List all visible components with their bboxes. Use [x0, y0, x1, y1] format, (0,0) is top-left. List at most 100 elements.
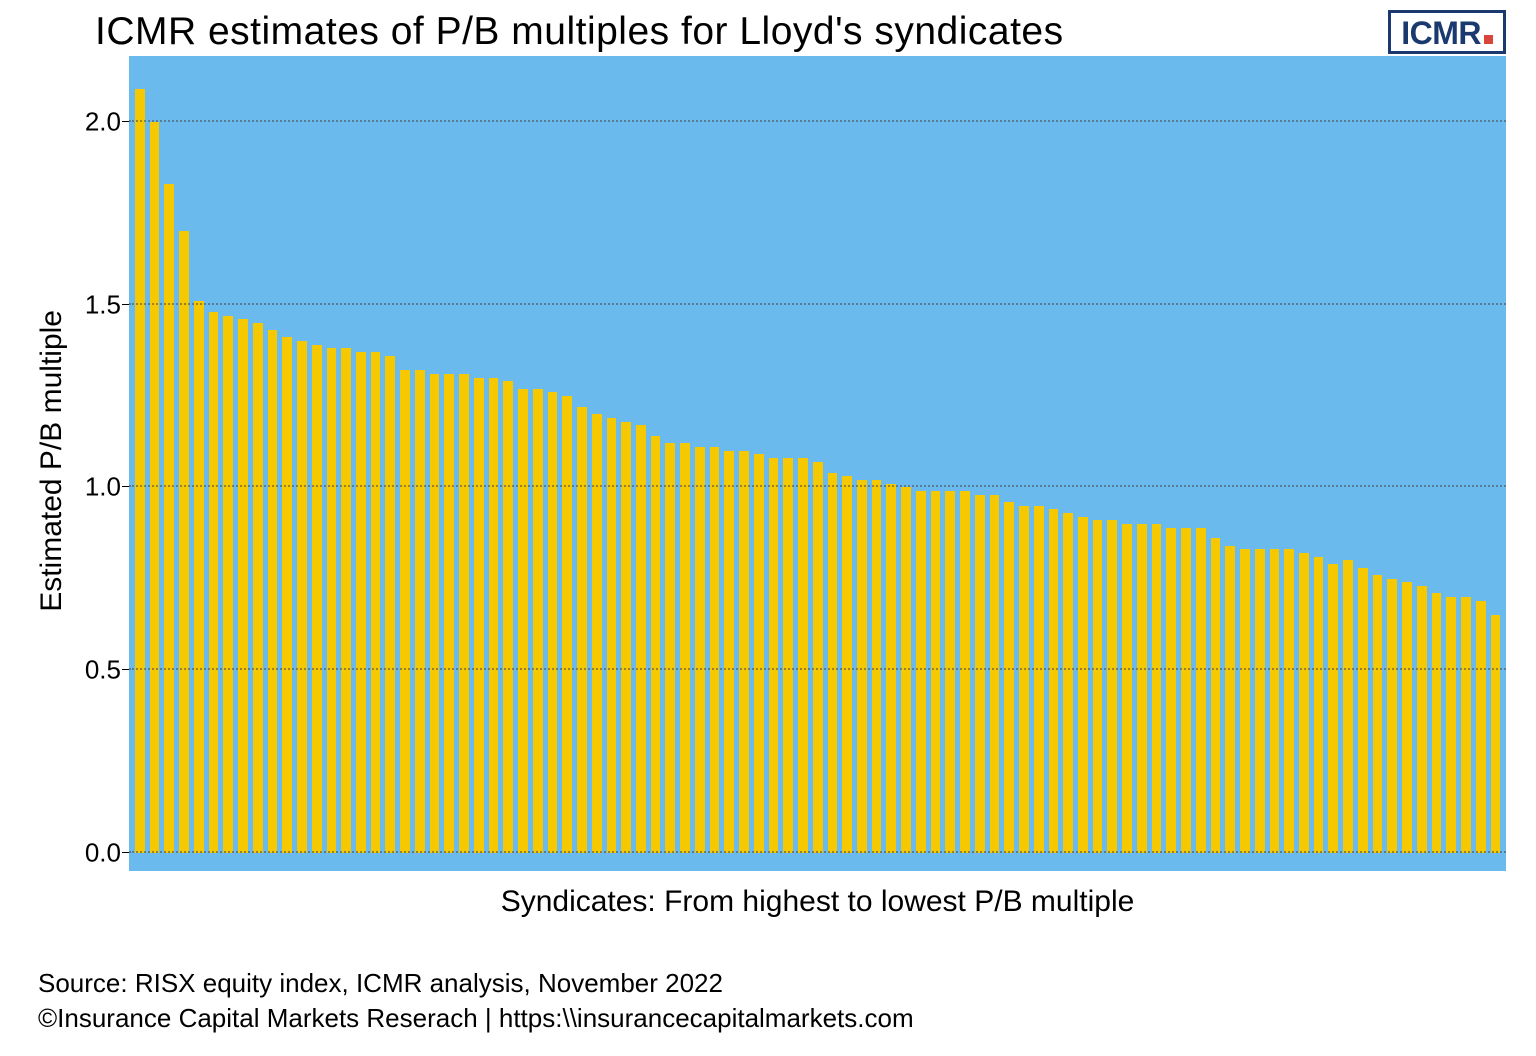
bar — [503, 381, 513, 853]
bar — [1225, 546, 1235, 853]
bar — [1211, 538, 1221, 852]
y-tick — [122, 669, 129, 670]
bar — [1284, 549, 1294, 852]
y-tick — [122, 121, 129, 122]
bar — [1049, 509, 1059, 853]
footer-copyright: ©Insurance Capital Markets Reserach | ht… — [38, 1001, 1506, 1036]
bar — [651, 436, 661, 853]
bar — [665, 443, 675, 852]
bar — [1152, 524, 1162, 853]
bar — [164, 184, 174, 853]
bar — [209, 312, 219, 853]
bar — [179, 231, 189, 852]
bar — [1093, 520, 1103, 853]
bar — [990, 495, 1000, 853]
bar — [1491, 615, 1501, 853]
chart-container: ICMR estimates of P/B multiples for Lloy… — [0, 0, 1536, 1056]
bar — [194, 301, 204, 853]
bar — [1343, 560, 1353, 852]
grid-line — [129, 485, 1506, 487]
y-tick — [122, 304, 129, 305]
y-tick-label: 0.0 — [85, 837, 121, 868]
bar — [400, 370, 410, 852]
bar — [327, 348, 337, 852]
bar — [828, 473, 838, 853]
footer: Source: RISX equity index, ICMR analysis… — [30, 966, 1506, 1036]
bar — [1019, 506, 1029, 853]
bar — [739, 451, 749, 853]
bar — [135, 89, 145, 853]
bars-group — [129, 56, 1506, 871]
bar — [533, 389, 543, 853]
x-axis-title: Syndicates: From highest to lowest P/B m… — [129, 871, 1506, 926]
bar — [960, 491, 970, 853]
bar — [842, 476, 852, 852]
bar — [474, 378, 484, 853]
bar — [1122, 524, 1132, 853]
y-tick — [122, 852, 129, 853]
bar — [341, 348, 351, 852]
y-tick-label: 1.5 — [85, 289, 121, 320]
bar — [356, 352, 366, 853]
bar — [783, 458, 793, 853]
bar — [1432, 593, 1442, 853]
bar — [975, 495, 985, 853]
bar — [724, 451, 734, 853]
bar — [695, 447, 705, 853]
bar — [607, 418, 617, 853]
bar — [385, 356, 395, 853]
bar — [562, 396, 572, 853]
y-axis-title: Estimated P/B multiple — [30, 310, 74, 612]
bar — [297, 341, 307, 853]
bar — [872, 480, 882, 853]
footer-source: Source: RISX equity index, ICMR analysis… — [38, 966, 1506, 1001]
bar — [857, 480, 867, 853]
grid-line — [129, 851, 1506, 853]
y-tick-label: 0.5 — [85, 655, 121, 686]
bar — [282, 337, 292, 852]
plot-column: Syndicates: From highest to lowest P/B m… — [129, 56, 1506, 926]
bar — [371, 352, 381, 853]
bar — [592, 414, 602, 853]
plot-area — [129, 56, 1506, 871]
bar — [1461, 597, 1471, 853]
grid-line — [129, 303, 1506, 305]
bar — [548, 392, 558, 853]
bar — [1446, 597, 1456, 853]
bar — [1402, 582, 1412, 852]
chart-title: ICMR estimates of P/B multiples for Lloy… — [30, 10, 1064, 54]
bar — [459, 374, 469, 853]
bar — [1004, 502, 1014, 853]
bar — [1476, 601, 1486, 853]
bar — [430, 374, 440, 853]
logo-dot-icon — [1484, 35, 1493, 44]
chart-wrap: Estimated P/B multiple 0.0 0.5 1.0 1.5 2.0 S… — [30, 56, 1506, 926]
y-tick — [122, 486, 129, 487]
bar — [916, 491, 926, 853]
bar — [415, 370, 425, 852]
bar — [813, 462, 823, 853]
bar — [238, 319, 248, 853]
bar — [1417, 586, 1427, 853]
bar — [931, 491, 941, 853]
bar — [1314, 557, 1324, 853]
bar — [518, 389, 528, 853]
y-axis-labels: 0.0 0.5 1.0 1.5 2.0 — [74, 56, 129, 871]
bar — [223, 316, 233, 853]
y-tick-label: 1.0 — [85, 472, 121, 503]
bar — [945, 491, 955, 853]
logo-text: ICMR — [1401, 17, 1481, 49]
bar — [1270, 549, 1280, 852]
bar — [1328, 564, 1338, 853]
y-tick-label: 2.0 — [85, 106, 121, 137]
bar — [577, 407, 587, 853]
bar — [1196, 528, 1206, 853]
grid-line — [129, 668, 1506, 670]
bar — [1240, 549, 1250, 852]
bar — [1078, 517, 1088, 853]
icmr-logo: ICMR — [1388, 10, 1506, 54]
bar — [710, 447, 720, 853]
bar — [1034, 506, 1044, 853]
bar — [798, 458, 808, 853]
bar — [444, 374, 454, 853]
